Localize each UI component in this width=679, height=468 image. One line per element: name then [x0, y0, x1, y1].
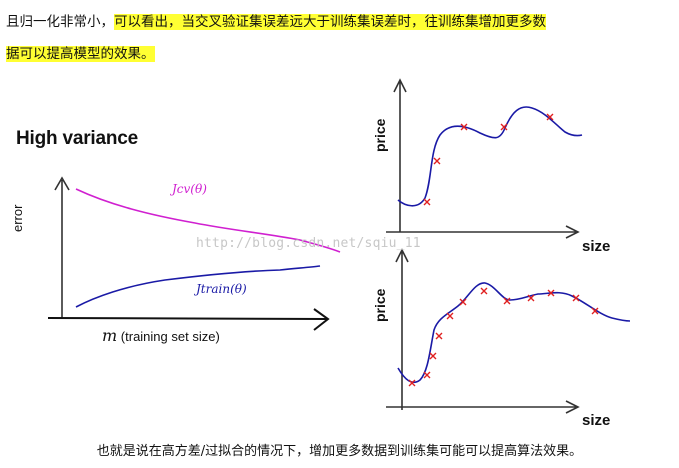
top-data-markers: [423, 113, 554, 206]
watermark: http://blog.csdn.net/sqiu_11: [196, 236, 421, 251]
left-y-axis: [54, 176, 70, 318]
left-x-axis-label: m (training set size): [102, 326, 220, 345]
bottom-y-axis-label: price: [372, 288, 388, 322]
left-y-axis-label: error: [10, 204, 25, 232]
top-x-axis: [386, 225, 580, 239]
top-x-axis-label: size: [582, 238, 611, 255]
figure-title: High variance: [16, 128, 139, 149]
x-label-text: (training set size): [120, 329, 220, 344]
intro-highlight-line-1: 可以看出，当交叉验证集误差远大于训练集误差时，往训练集增加更多数: [114, 14, 546, 30]
top-fit-curve: [397, 106, 583, 207]
cv-curve-label: Jcv(θ): [172, 182, 207, 196]
train-error-curve: [75, 265, 321, 308]
cv-error-curve: [75, 188, 341, 253]
bottom-data-markers: [408, 287, 599, 387]
top-y-axis: [393, 78, 407, 232]
x-symbol: m: [102, 326, 118, 345]
train-curve-label: Jtrain(θ): [196, 282, 247, 296]
left-x-axis: [47, 308, 330, 331]
bottom-y-axis: [395, 248, 409, 410]
intro-highlight-line-2: 据可以提高模型的效果。: [6, 46, 155, 62]
bottom-x-axis-label: size: [582, 412, 611, 429]
bottom-x-axis: [386, 400, 580, 414]
intro-paragraph: 且归一化非常小，可以看出，当交叉验证集误差远大于训练集误差时，往训练集增加更多数…: [6, 6, 674, 70]
top-y-axis-label: price: [372, 118, 388, 152]
bottom-fit-curve: [397, 282, 631, 384]
caption: 也就是说在高方差/过拟合的情况下，增加更多数据到训练集可能可以提高算法效果。: [96, 444, 583, 459]
intro-plain-text: 且归一化非常小，: [6, 14, 114, 30]
